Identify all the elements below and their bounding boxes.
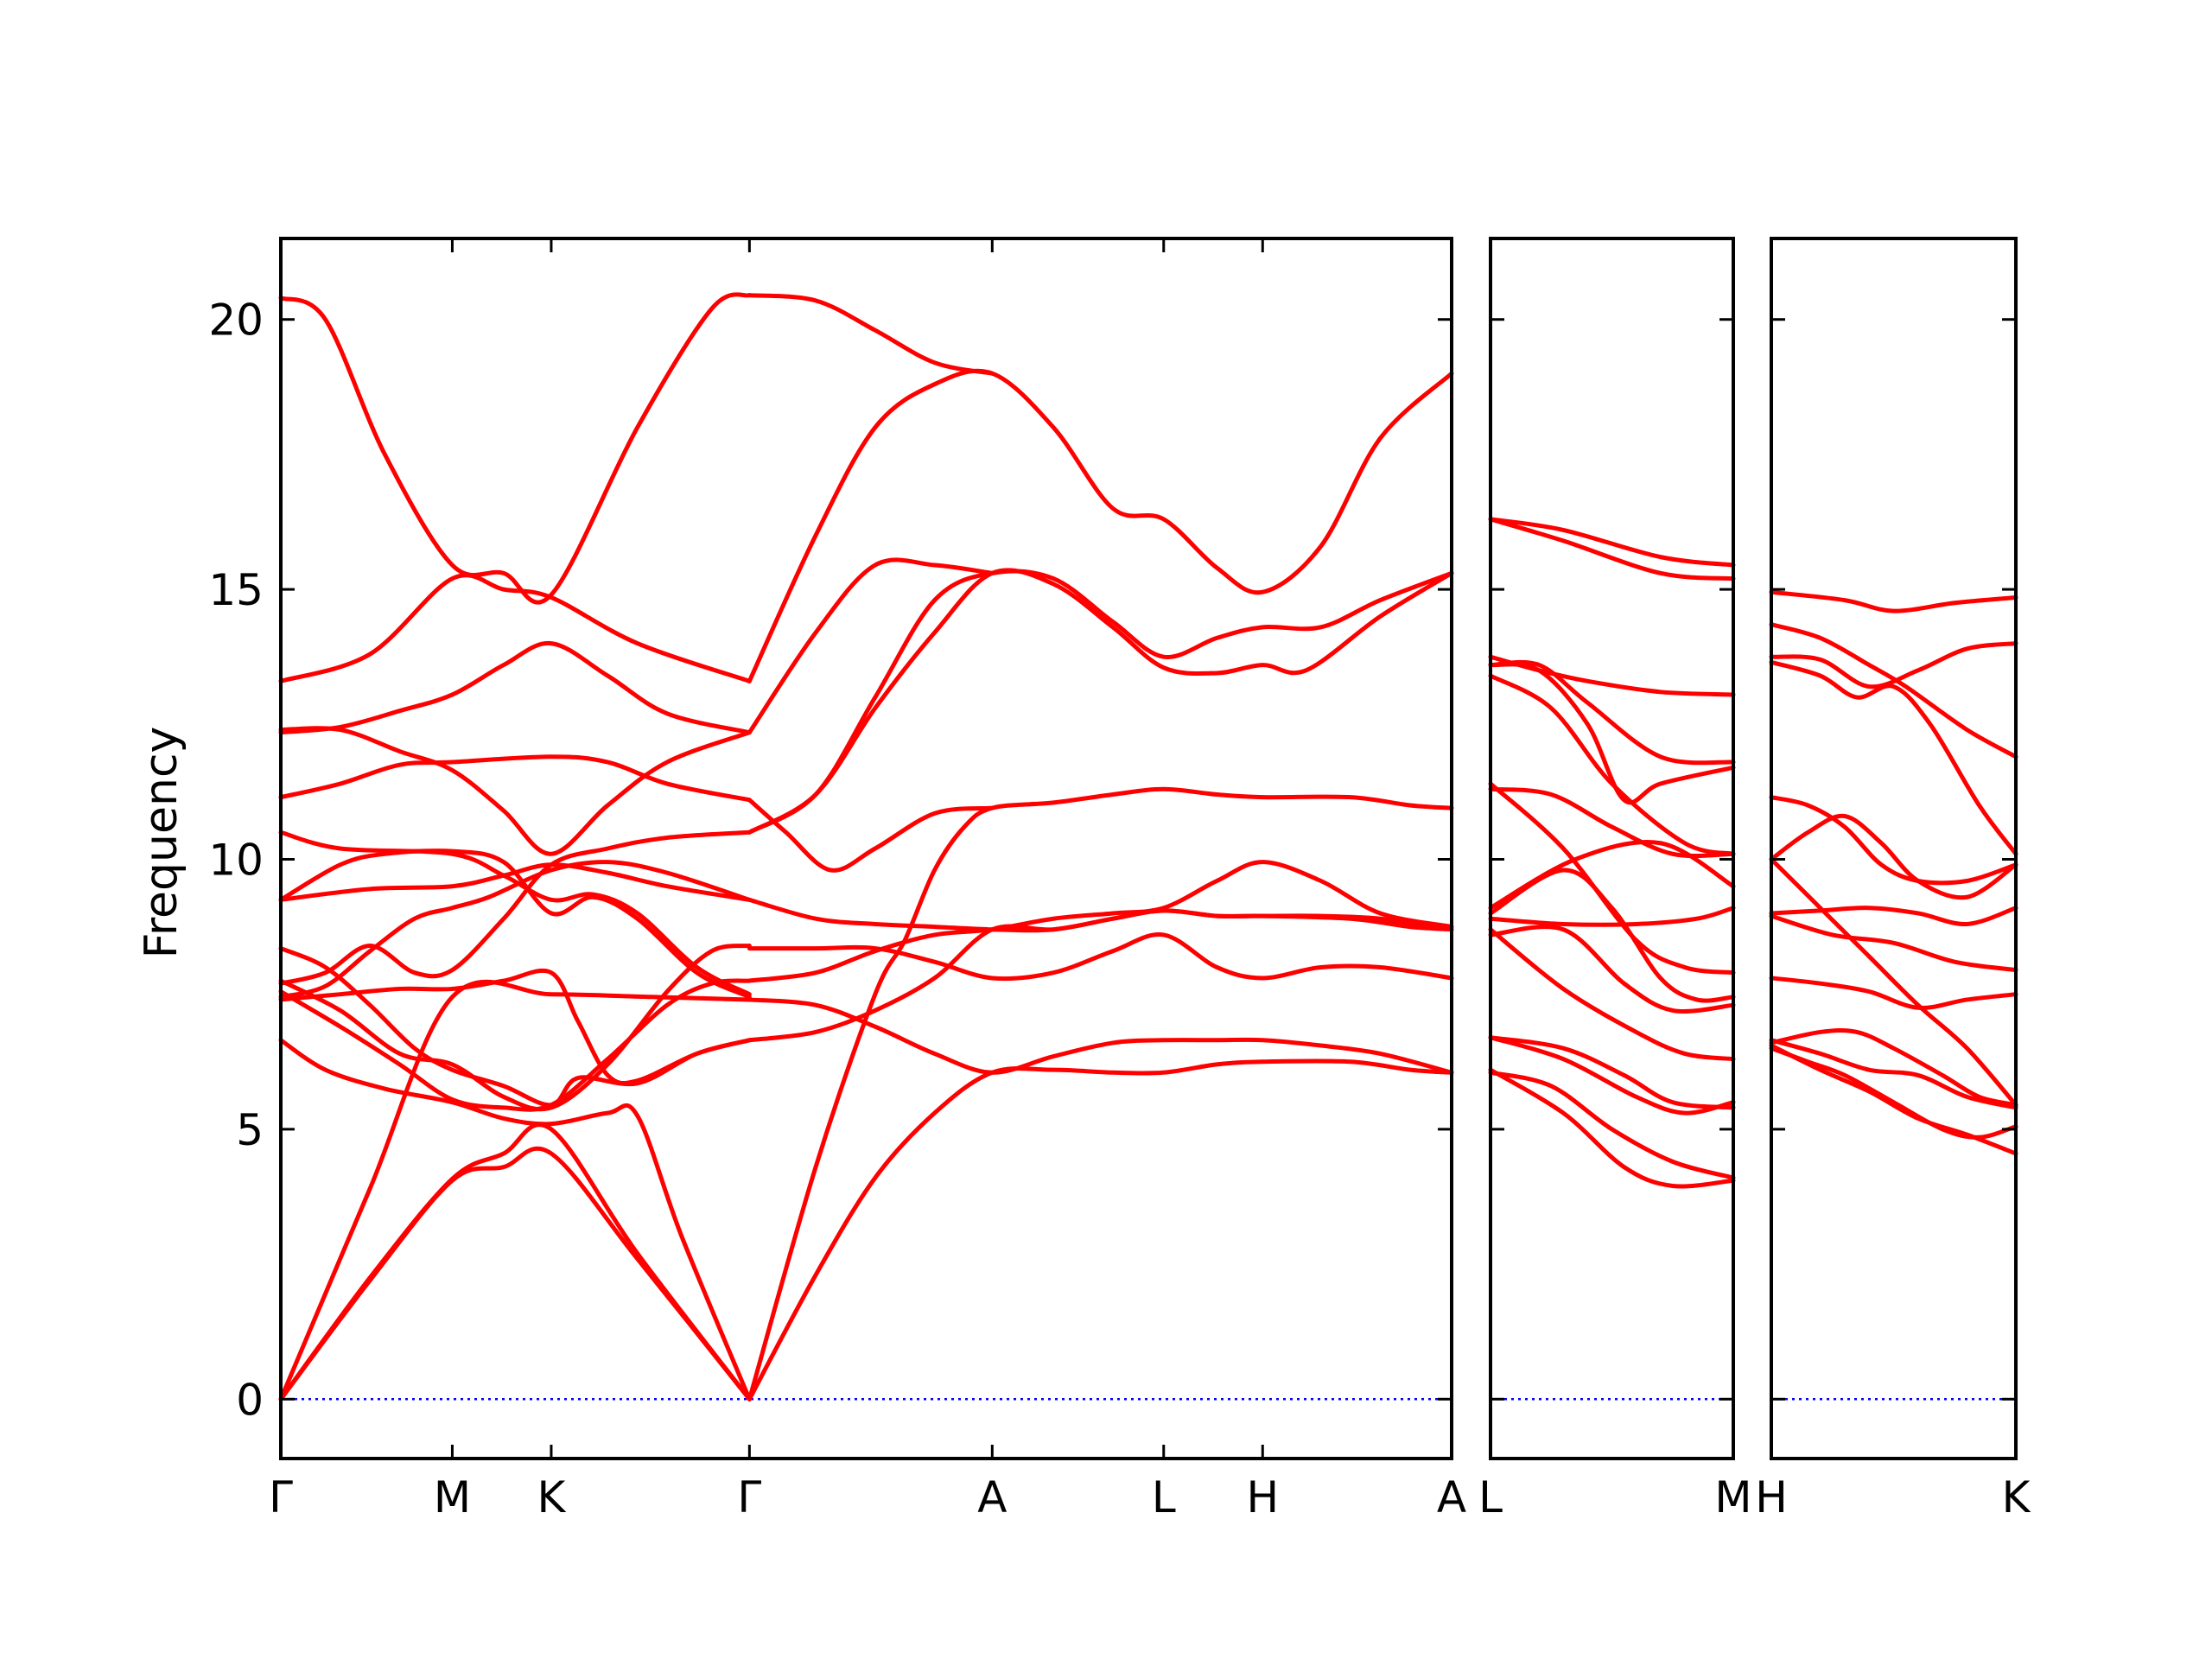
band-line-14 bbox=[1769, 913, 2018, 973]
band-line-25 bbox=[747, 897, 1454, 933]
y-tick-label: 20 bbox=[208, 296, 264, 346]
band-line-27 bbox=[747, 569, 1454, 835]
band-line-17 bbox=[278, 573, 752, 683]
x-tick-label: Γ bbox=[269, 1472, 293, 1522]
band-line-26 bbox=[747, 568, 1454, 835]
band-line-20 bbox=[747, 786, 1454, 1402]
band-line-4 bbox=[278, 1038, 752, 1402]
band-line-14 bbox=[278, 754, 752, 803]
x-tick-label: K bbox=[537, 1472, 567, 1522]
band-line-28 bbox=[747, 798, 995, 873]
band-line-9 bbox=[1769, 976, 2018, 1010]
panel-1: 0 5 10 15 20 Γ M K Γ A L H A bbox=[208, 237, 1466, 1522]
y-tick-label: 5 bbox=[236, 1105, 264, 1155]
band-line-2 bbox=[1769, 622, 2018, 760]
band-line-6 bbox=[1488, 673, 1736, 856]
panel-frame bbox=[1770, 237, 2018, 1460]
band-line-10 bbox=[1488, 839, 1736, 911]
band-line-11 bbox=[1769, 1038, 2018, 1110]
band-line-11 bbox=[278, 862, 752, 902]
band-line-22 bbox=[747, 997, 1454, 1075]
band-line-13 bbox=[1488, 927, 1736, 1062]
x-tick-label: M bbox=[434, 1472, 471, 1522]
band-line-1 bbox=[1769, 589, 2018, 613]
bands-group bbox=[1769, 589, 2018, 1156]
bands-group bbox=[278, 292, 1454, 1402]
band-line-12 bbox=[278, 830, 752, 997]
band-line-5 bbox=[1769, 795, 2018, 886]
x-tick-label: L bbox=[1478, 1472, 1503, 1522]
band-line-17 bbox=[1488, 1067, 1736, 1189]
y-tick-label: 15 bbox=[208, 565, 264, 615]
band-line-15 bbox=[278, 726, 752, 856]
panel-frame bbox=[279, 237, 1453, 1460]
band-line-30 bbox=[747, 368, 1454, 683]
band-line-3 bbox=[278, 979, 752, 1402]
band-line-8 bbox=[278, 968, 752, 1086]
band-line-18 bbox=[278, 292, 752, 605]
band-line-31 bbox=[747, 293, 995, 376]
y-tick-label: 10 bbox=[208, 835, 264, 885]
band-line-9 bbox=[278, 860, 752, 1000]
y-axis-label: Frequency bbox=[136, 727, 188, 959]
x-tick-label: L bbox=[1152, 1472, 1176, 1522]
band-line-10 bbox=[278, 830, 752, 986]
band-line-4 bbox=[1769, 659, 2018, 856]
x-tick-label: H bbox=[1246, 1472, 1279, 1522]
y-tick-label: 0 bbox=[236, 1375, 264, 1425]
band-line-5 bbox=[278, 978, 752, 1112]
band-line-1 bbox=[1488, 517, 1736, 568]
band-line-15 bbox=[1488, 1035, 1736, 1116]
band-line-21 bbox=[747, 908, 1454, 1043]
x-tick-label: A bbox=[977, 1472, 1007, 1522]
band-line-2 bbox=[1488, 517, 1736, 582]
band-line-13 bbox=[278, 849, 752, 1000]
band-line-3 bbox=[1769, 641, 2018, 690]
band-line-4 bbox=[1488, 662, 1736, 805]
band-line-24 bbox=[747, 932, 1454, 982]
band-line-16 bbox=[278, 641, 752, 735]
x-tick-label: H bbox=[1755, 1472, 1788, 1522]
band-line-1 bbox=[278, 1146, 752, 1402]
band-line-2 bbox=[278, 1122, 752, 1402]
band-line-11 bbox=[1488, 906, 1736, 927]
band-line-6 bbox=[278, 943, 752, 1112]
x-tick-label: Γ bbox=[737, 1472, 761, 1522]
band-line-12 bbox=[1488, 925, 1736, 1014]
band-line-8 bbox=[1769, 906, 2018, 926]
panel-frame bbox=[1489, 237, 1735, 1460]
band-line-29 bbox=[747, 557, 995, 735]
band-line-9 bbox=[1488, 868, 1736, 1003]
band-line-16 bbox=[1488, 1070, 1736, 1180]
band-line-14 bbox=[1488, 1035, 1736, 1110]
band-line-10 bbox=[1769, 1027, 2018, 1108]
band-line-8 bbox=[1488, 781, 1736, 976]
band-line-6 bbox=[1769, 813, 2018, 900]
x-tick-label: K bbox=[2002, 1472, 2031, 1522]
band-line-19 bbox=[747, 1058, 1454, 1402]
x-tick-label: A bbox=[1437, 1472, 1466, 1522]
bands-group bbox=[1488, 517, 1736, 1189]
band-line-5 bbox=[1488, 659, 1736, 766]
band-line-23 bbox=[747, 860, 1454, 983]
x-tick-label: M bbox=[1714, 1472, 1751, 1522]
band-line-7 bbox=[1769, 857, 2018, 1108]
band-line-13 bbox=[1769, 1043, 2018, 1156]
